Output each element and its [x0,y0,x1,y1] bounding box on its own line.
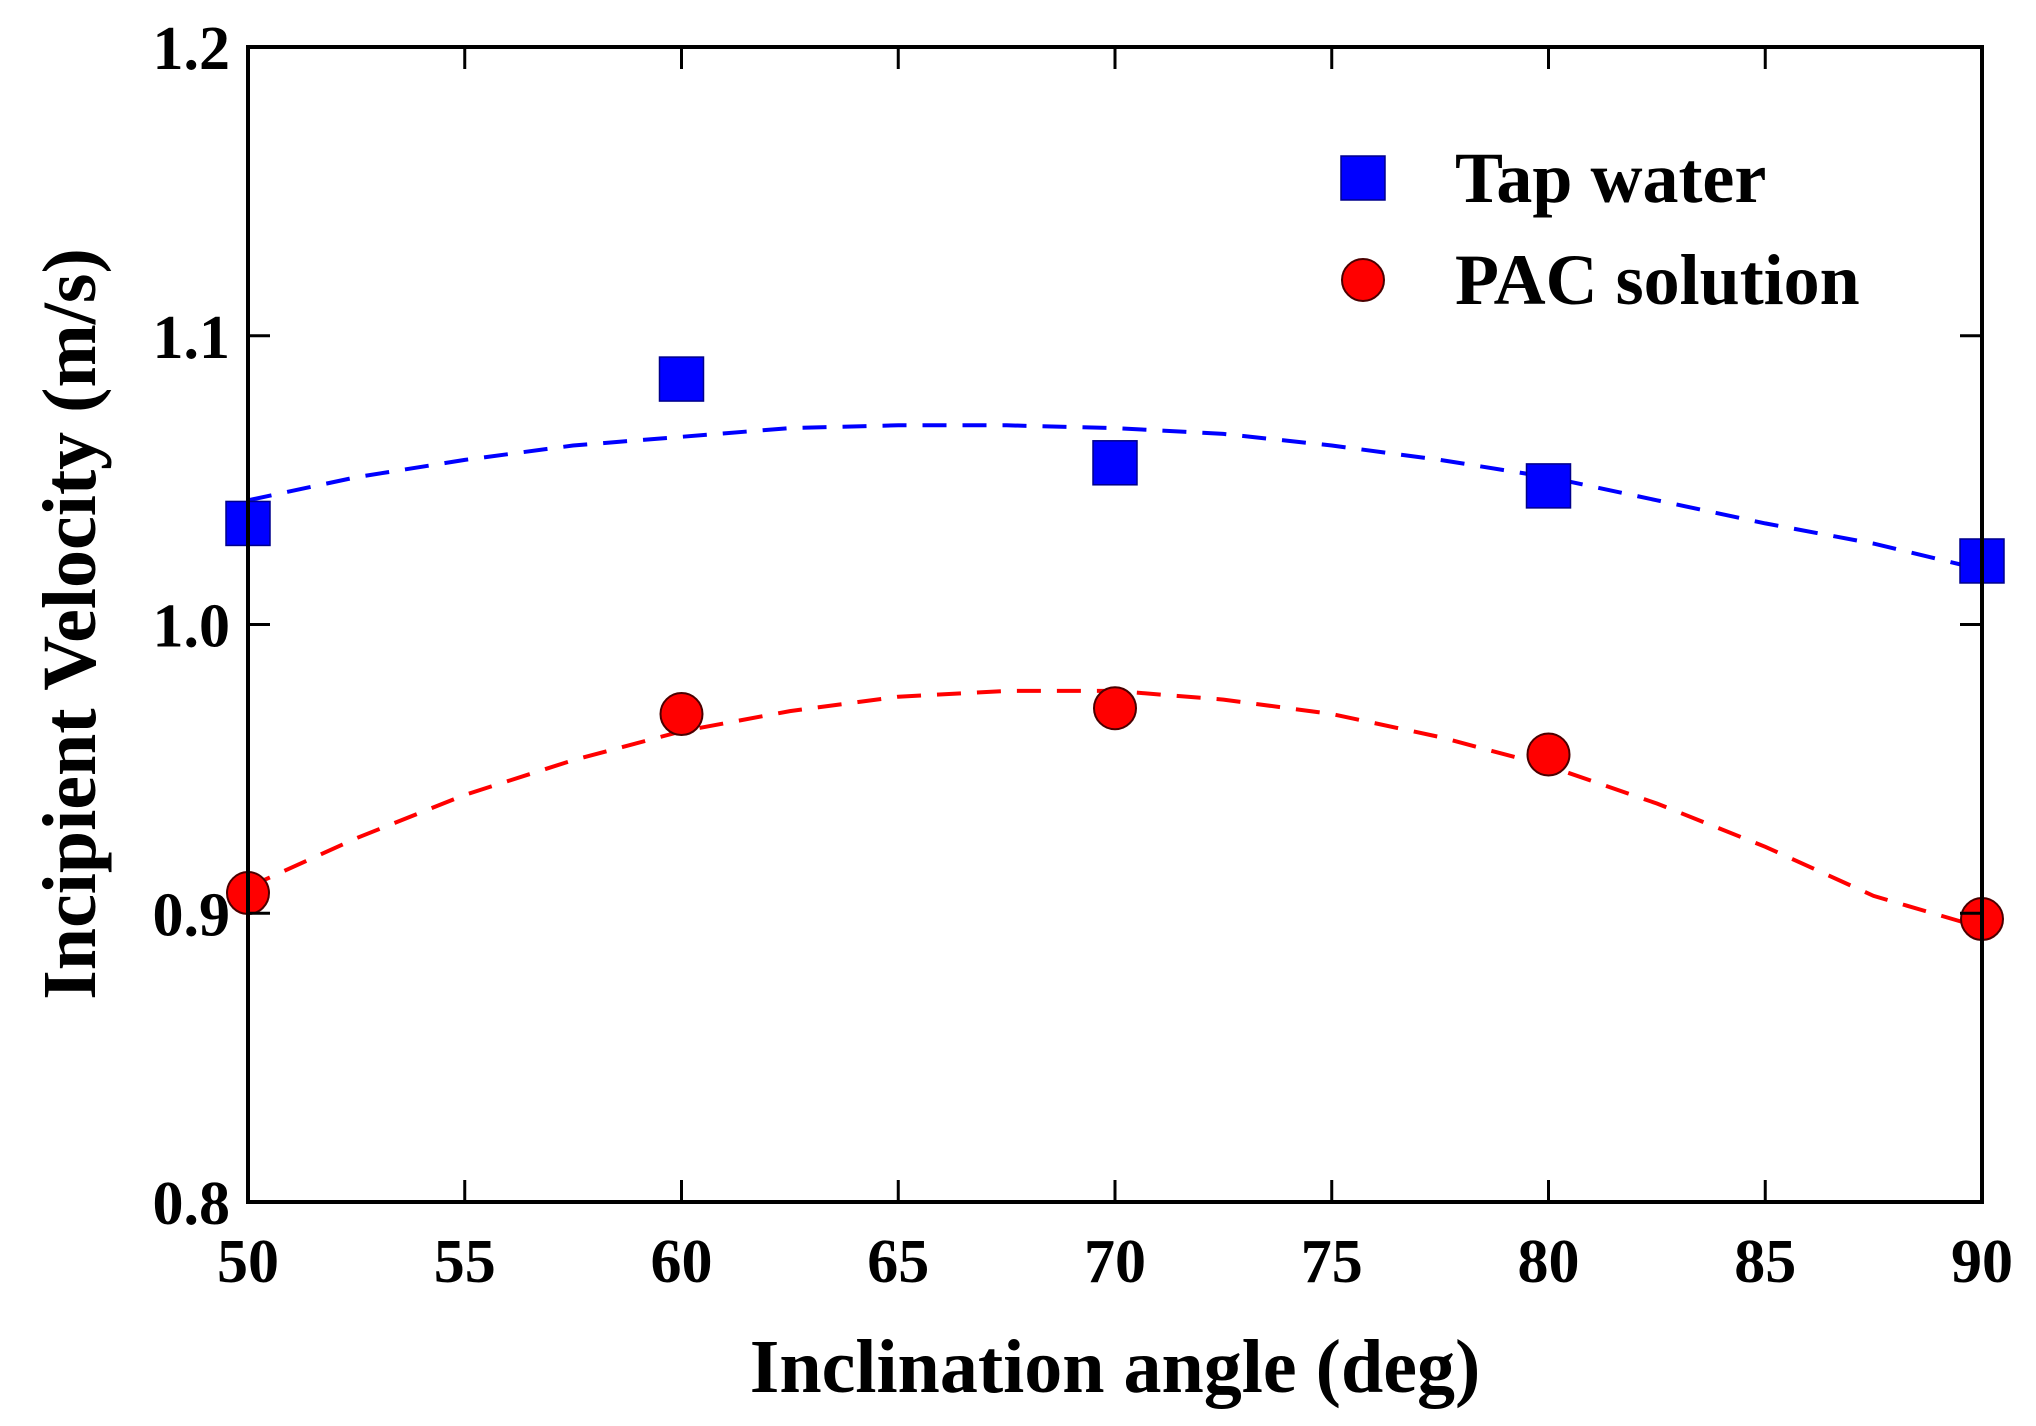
tick-labels-layer: 50 55 60 65 70 75 80 85 90 0.8 0.9 1.0 1.1 1.2 [153,15,2014,1296]
x-tick-label: 90 [1951,1228,2013,1296]
x-tick-label: 80 [1518,1228,1580,1296]
markers-layer [225,356,2005,942]
x-tick-label: 65 [867,1228,929,1296]
data-point-circle [1093,686,1137,731]
data-point-square [1092,440,1138,486]
y-tick-label: 1.1 [153,304,231,372]
legend-marker-circle [1341,258,1385,302]
ticks-layer [246,45,1984,1204]
data-point-circle [1526,732,1571,777]
data-point-square [1525,463,1572,509]
x-tick-label: 55 [434,1228,496,1296]
x-tick-label: 50 [217,1228,279,1296]
y-tick-label: 0.9 [153,881,231,949]
legend-marker-square [1340,155,1386,201]
plot-frame [246,45,1984,1204]
x-tick-label: 85 [1734,1228,1796,1296]
fit-line-tap-water [247,423,1983,572]
legend: Tap water PAC solution [1340,138,1860,320]
y-tick-label: 1.0 [153,593,231,661]
fit-lines-layer [247,423,1983,930]
y-axis-title: Incipient Velocity (m/s) [28,248,112,1000]
x-axis-title: Inclination angle (deg) [750,1325,1481,1409]
y-tick-label: 0.8 [153,1170,231,1238]
y-tick-label: 1.2 [153,15,231,83]
legend-label: PAC solution [1455,240,1860,320]
data-point-circle [659,692,704,737]
data-point-square [658,356,705,402]
x-tick-label: 60 [651,1228,713,1296]
x-tick-label: 75 [1301,1228,1363,1296]
legend-label: Tap water [1455,138,1766,218]
x-tick-label: 70 [1084,1228,1146,1296]
